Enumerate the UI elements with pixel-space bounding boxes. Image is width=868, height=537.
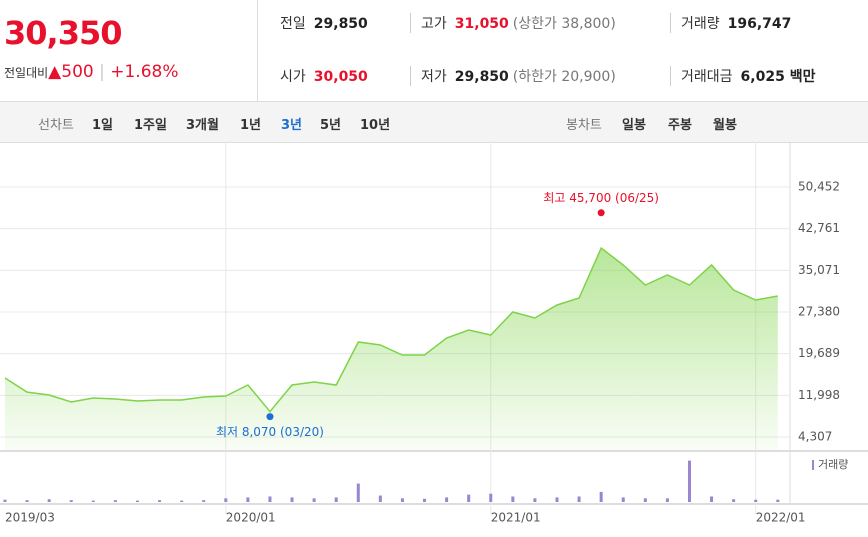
volume-bar	[47, 499, 51, 502]
up-arrow: ▲	[48, 62, 62, 82]
period-tab[interactable]: 3개월	[186, 118, 219, 133]
volume-bar	[356, 483, 360, 502]
volume-bar	[533, 498, 537, 502]
volume-bar	[577, 496, 581, 502]
volume-bar	[378, 495, 382, 502]
stat-value: 29,850	[313, 16, 368, 32]
volume-bar	[467, 494, 471, 502]
period-tab[interactable]: 10년	[360, 118, 391, 133]
stat-note: (하한가 20,900)	[512, 69, 616, 85]
change-value: 500	[61, 62, 94, 82]
volume-bar	[113, 500, 117, 502]
volume-bar	[334, 497, 338, 502]
volume-bar	[621, 497, 625, 502]
period-tab[interactable]: 1주일	[134, 118, 167, 133]
stat: 고가 31,050 (상한가 38,800)	[410, 13, 616, 33]
stat: 거래대금 6,025 백만	[670, 66, 815, 86]
candle-tab[interactable]: 일봉	[622, 118, 646, 133]
stat-value: 30,050	[313, 69, 368, 85]
period-tab[interactable]: 3년	[281, 118, 303, 133]
stat-label: 저가	[421, 69, 447, 85]
volume-bar	[91, 500, 95, 502]
volume-bar	[246, 497, 250, 502]
change: 전일대비▲500 | +1.68%	[4, 62, 179, 82]
y-tick-label: 50,452	[798, 180, 840, 194]
volume-bar	[489, 493, 493, 502]
stat-label: 거래량	[681, 16, 720, 32]
volume-bar	[710, 496, 714, 502]
volume-bar	[268, 496, 272, 502]
volume-bar	[290, 497, 294, 502]
volume-bar	[224, 498, 228, 502]
extreme-marker	[597, 209, 605, 217]
extreme-label: 최고 45,700 (06/25)	[543, 191, 659, 205]
price-box: 30,350 전일대비▲500 | +1.68%	[0, 0, 258, 101]
y-tick-label: 42,761	[798, 221, 840, 235]
candle-tab[interactable]: 주봉	[668, 118, 692, 133]
volume-bar	[69, 500, 73, 502]
volume-bar	[400, 498, 404, 502]
stat-value: 31,050	[454, 16, 509, 32]
volume-bar	[776, 499, 780, 502]
legend-swatch	[812, 460, 814, 470]
volume-bar	[555, 497, 559, 502]
volume-bar	[599, 491, 603, 502]
candle-tab[interactable]: 월봉	[713, 118, 737, 133]
chart: 4,307 11,998 19,689 27,380 35,071 42,761 50,45…	[0, 142, 868, 525]
volume-bar	[312, 498, 316, 502]
volume-bar	[511, 496, 515, 502]
stat: 거래량 196,747	[670, 13, 791, 33]
legend-label: 거래량	[818, 458, 848, 471]
y-tick-label: 19,689	[798, 346, 840, 360]
stat-label: 고가	[421, 16, 447, 32]
stat: 전일 29,850	[280, 13, 368, 33]
volume-bar	[180, 500, 184, 502]
volume-bar	[687, 460, 691, 502]
tab-group-label: 봉차트	[566, 118, 602, 133]
stat-label: 시가	[280, 69, 306, 85]
volume-bar	[158, 500, 162, 502]
y-tick-label: 11,998	[798, 388, 840, 402]
y-tick-label: 35,071	[798, 263, 840, 277]
x-tick-label: 2021/01	[491, 511, 541, 525]
change-label: 전일대비	[4, 66, 49, 80]
volume-bar	[445, 497, 449, 502]
stat-value: 196,747	[727, 16, 792, 32]
tab-group-label: 선차트	[38, 118, 74, 133]
volume-bar	[25, 500, 29, 502]
period-tab[interactable]: 1일	[92, 118, 114, 133]
stat-label: 전일	[280, 16, 306, 32]
stat-label: 거래대금	[681, 69, 733, 85]
stat: 시가 30,050	[280, 66, 368, 86]
area	[5, 248, 778, 450]
extreme-marker	[266, 413, 274, 421]
x-tick-label: 2022/01	[756, 511, 806, 525]
stat-note: (상한가 38,800)	[512, 16, 616, 32]
volume-bar	[202, 500, 206, 502]
volume-bar	[754, 499, 758, 502]
extreme-label: 최저 8,070 (03/20)	[216, 425, 324, 439]
volume-bar	[665, 498, 669, 502]
x-tick-label: 2020/01	[226, 511, 276, 525]
stat: 저가 29,850 (하한가 20,900)	[410, 66, 616, 86]
divider: |	[99, 62, 105, 82]
y-tick-label: 27,380	[798, 304, 840, 318]
volume-bar	[3, 499, 7, 502]
period-tab[interactable]: 5년	[320, 118, 342, 133]
change-rate: +1.68%	[110, 62, 179, 82]
volume-bar	[732, 499, 736, 502]
volume-bar	[423, 498, 427, 502]
stat-value: 29,850	[454, 69, 509, 85]
stat-value: 6,025 백만	[740, 69, 816, 85]
tab-bar: 선차트 1일 1주일 3개월 1년 3년 5년 10년 봉차트 일봉 주봉 월봉	[0, 102, 868, 143]
x-tick-label: 2019/03	[5, 511, 55, 525]
header: 30,350 전일대비▲500 | +1.68% 전일 29,850 고가 31,05…	[0, 0, 868, 102]
price: 30,350	[4, 14, 122, 52]
volume-bar	[135, 500, 139, 502]
period-tab[interactable]: 1년	[240, 118, 262, 133]
y-tick-label: 4,307	[798, 429, 832, 443]
price-line	[4, 246, 778, 413]
volume-bar	[643, 498, 647, 502]
